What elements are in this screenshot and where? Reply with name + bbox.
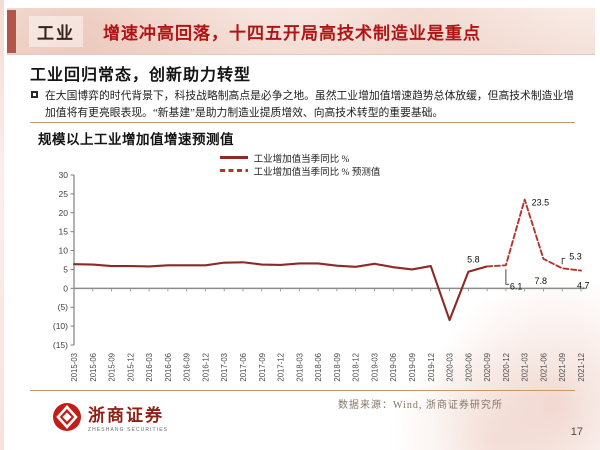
solid-line-swatch-icon: [219, 156, 248, 159]
svg-text:2019-09: 2019-09: [408, 353, 417, 382]
svg-text:25: 25: [59, 189, 69, 199]
slide-subtitle: 工业回归常态，创新助力转型: [30, 67, 252, 84]
section-tag: 工业: [29, 15, 83, 47]
divider-bottom: [30, 390, 575, 391]
svg-text:2016-09: 2016-09: [183, 353, 192, 382]
floral-watermark: [360, 280, 600, 450]
divider-top: [30, 122, 575, 123]
header-band: 工业 增速冲高回落，十四五开局高技术制造业是重点: [7, 8, 595, 55]
svg-text:5: 5: [63, 264, 68, 274]
svg-text:7.8: 7.8: [534, 276, 547, 286]
data-source: 数据来源：Wind, 浙商证券研究所: [338, 400, 503, 411]
svg-text:2015-12: 2015-12: [126, 353, 135, 382]
svg-text:2021-12: 2021-12: [577, 353, 586, 382]
svg-text:2021-09: 2021-09: [558, 353, 567, 382]
svg-text:2016-06: 2016-06: [164, 353, 173, 382]
page-number: 17: [570, 426, 583, 438]
svg-text:2015-06: 2015-06: [89, 353, 98, 382]
svg-text:4.7: 4.7: [577, 281, 590, 291]
svg-text:2019-12: 2019-12: [427, 353, 436, 382]
line-chart-canvas: 30 25 20 15 10 5 0 (5) (10) (15)2015-03 2015-06 201…: [53, 170, 590, 382]
svg-text:(15): (15): [53, 340, 68, 350]
svg-text:30: 30: [59, 170, 69, 180]
svg-text:2016-03: 2016-03: [145, 353, 154, 382]
dashed-line-swatch-icon: [219, 169, 248, 172]
svg-text:2020-09: 2020-09: [483, 353, 492, 382]
svg-text:2018-06: 2018-06: [314, 353, 323, 382]
svg-text:(5): (5): [58, 302, 69, 312]
svg-text:(10): (10): [53, 321, 68, 331]
svg-text:20: 20: [59, 208, 69, 218]
square-bullet-icon: [31, 91, 38, 98]
chart-title: 规模以上工业增加值增速预测值: [38, 132, 234, 147]
chart-legend: 工业增加值当季同比 % 工业增加值当季同比 % 预测值: [0, 151, 600, 178]
svg-text:2017-12: 2017-12: [277, 353, 286, 382]
svg-text:2015-09: 2015-09: [108, 353, 117, 382]
logo-subname: ZHESHANG SECURITIES: [88, 427, 169, 433]
svg-text:2018-03: 2018-03: [295, 353, 304, 382]
svg-text:2017-03: 2017-03: [220, 353, 229, 382]
svg-text:2019-06: 2019-06: [389, 353, 398, 382]
left-edge-decoration: [0, 0, 4, 450]
header-accent-bar: [7, 10, 16, 53]
legend-item-actual: 工业增加值当季同比 %: [219, 151, 381, 165]
svg-text:2020-12: 2020-12: [502, 353, 511, 382]
svg-text:2017-09: 2017-09: [258, 353, 267, 382]
body-text: 在大国博弈的时代背景下，科技战略制高点是必争之地。虽然工业增加值增速趋势总体放缓…: [45, 90, 575, 119]
svg-text:2018-09: 2018-09: [333, 353, 342, 382]
svg-text:2020-06: 2020-06: [464, 353, 473, 382]
svg-text:2020-03: 2020-03: [446, 353, 455, 382]
svg-text:2015-03: 2015-03: [70, 353, 79, 382]
svg-text:2019-03: 2019-03: [370, 353, 379, 382]
legend-item-forecast: 工业增加值当季同比 % 预测值: [219, 164, 381, 178]
svg-text:2017-06: 2017-06: [239, 353, 248, 382]
svg-text:15: 15: [59, 227, 69, 237]
logo-name: 浙商证券: [88, 406, 164, 425]
bullet-paragraph: 在大国博弈的时代背景下，科技战略制高点是必争之地。虽然工业增加值增速趋势总体放缓…: [31, 88, 583, 121]
zheshang-logo-icon: [53, 403, 81, 431]
svg-text:2021-03: 2021-03: [521, 353, 530, 382]
logo: 浙商证券 ZHESHANG SECURITIES: [52, 401, 168, 433]
svg-text:5.3: 5.3: [569, 251, 582, 261]
page-title: 增速冲高回落，十四五开局高技术制造业是重点: [103, 23, 481, 43]
legend-label-forecast: 工业增加值当季同比 % 预测值: [253, 167, 381, 178]
svg-text:0: 0: [63, 283, 68, 293]
svg-text:10: 10: [59, 246, 69, 256]
svg-text:2018-12: 2018-12: [352, 353, 361, 382]
svg-text:6.1: 6.1: [510, 281, 523, 291]
svg-text:23.5: 23.5: [532, 198, 550, 208]
svg-text:2021-06: 2021-06: [539, 353, 548, 382]
svg-text:5.8: 5.8: [467, 254, 480, 264]
svg-text:2016-12: 2016-12: [201, 353, 210, 382]
legend-label-actual: 工业增加值当季同比 %: [253, 154, 350, 165]
